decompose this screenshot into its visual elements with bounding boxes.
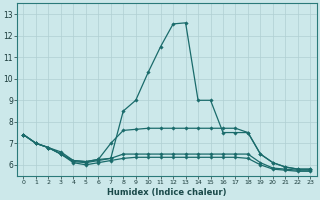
X-axis label: Humidex (Indice chaleur): Humidex (Indice chaleur) bbox=[107, 188, 227, 197]
